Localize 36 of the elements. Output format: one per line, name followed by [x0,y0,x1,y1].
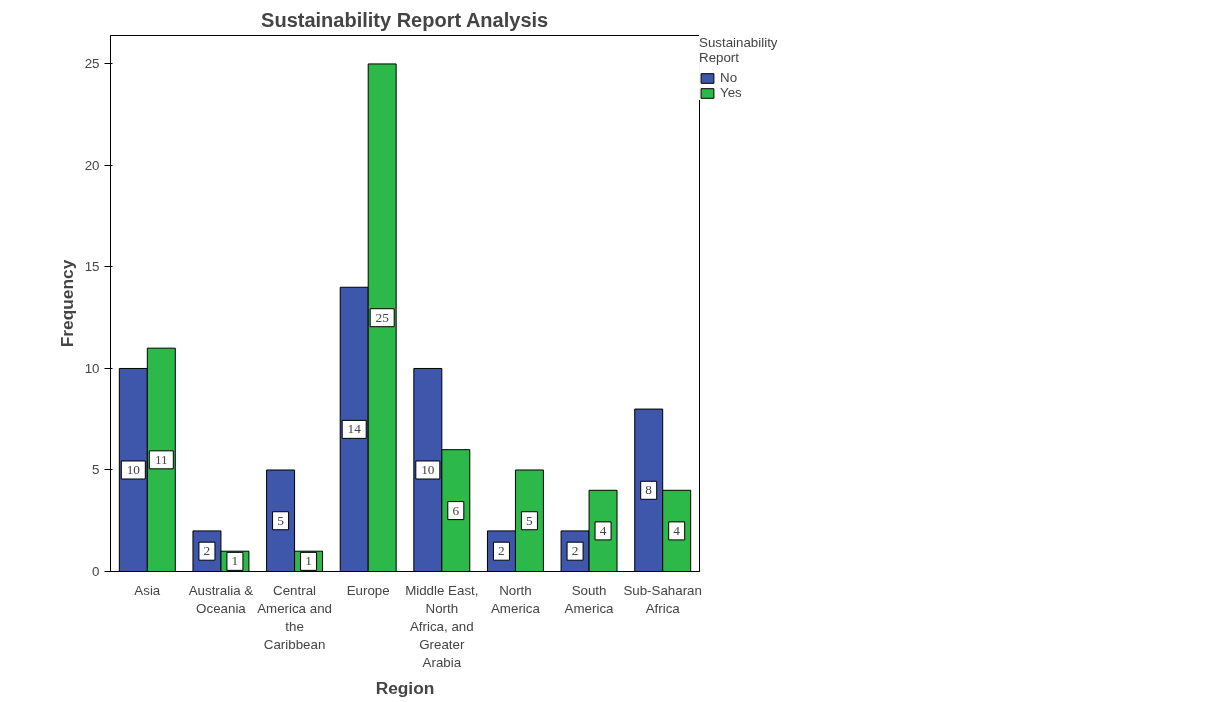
x-tick-label: North America [491,582,541,616]
legend-label: No [720,70,739,85]
data-label: 10 [421,461,435,477]
data-label: 8 [645,482,653,498]
data-label: 25 [375,309,390,325]
data-label: 2 [203,543,211,559]
y-tick-label: 25 [84,56,100,72]
x-tick-label: Middle East, North Africa, and Greater Arabia [405,582,479,670]
data-label: 4 [599,522,607,538]
data-label: 14 [347,421,362,437]
data-label: 2 [498,543,505,559]
x-tick-label: Australia & Oceania [188,582,254,616]
x-tick-label: Europe [346,582,390,598]
x-tick-label: Sub-Saharan Africa [623,582,702,616]
y-tick-label: 15 [84,259,100,275]
y-tick-label: 10 [84,360,100,376]
y-tick-label: 5 [92,462,100,478]
y-tick-label: 0 [92,564,100,579]
data-label: 2 [571,543,579,559]
x-tick-label: Asia [134,582,161,598]
y-axis-title: Frequency [56,259,77,348]
x-tick-label: South America [564,582,615,616]
x-axis-title: Region [375,677,435,698]
y-tick-label: 20 [84,157,100,173]
x-tick-label: Central America and the Caribbean [257,582,332,652]
legend-label: Yes [720,85,742,100]
data-label: 6 [452,502,460,518]
data-label: 5 [277,512,285,528]
legend-title: Sustainability Report [699,35,778,65]
data-label: 11 [154,451,168,467]
chart-title: Sustainability Report Analysis [261,8,549,31]
data-label: 1 [231,553,239,569]
data-label: 4 [673,522,681,538]
data-label: 10 [126,461,141,477]
data-label: 1 [305,553,312,569]
data-label: 5 [526,512,534,528]
